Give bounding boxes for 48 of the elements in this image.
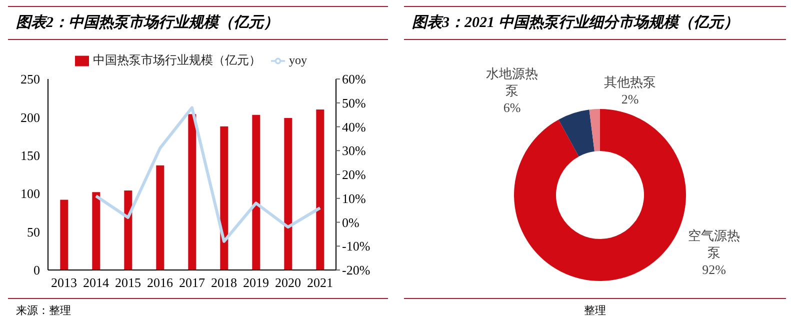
x-tick-label: 2020 <box>275 275 301 290</box>
y2-tick-label: 60% <box>342 72 366 87</box>
y2-tick-label: 30% <box>342 143 366 158</box>
y-tick-label: 0 <box>34 262 40 278</box>
bar <box>60 200 68 270</box>
bar <box>92 192 100 270</box>
y2-tick-label: 50% <box>342 95 366 110</box>
x-tick-label: 2014 <box>83 275 110 290</box>
text: 整理 <box>583 304 607 318</box>
y2-tick-label: 40% <box>342 119 366 134</box>
slice-label: 空气源热泵 <box>688 228 740 260</box>
x-tick-label: 2017 <box>179 275 206 290</box>
y-tick-label: 200 <box>20 110 40 125</box>
y2-tick-label: 0% <box>342 214 360 230</box>
y-tick-label: 250 <box>20 72 40 87</box>
slice-label: 其他热泵 <box>604 74 656 90</box>
legend-label: yoy <box>289 53 307 67</box>
data-label: 92% <box>702 262 726 277</box>
slice-label: 水地源热泵 <box>486 66 538 98</box>
bar <box>124 190 132 270</box>
x-tick-label: 2019 <box>243 275 269 290</box>
y-tick-label: 100 <box>20 186 40 202</box>
x-tick-label: 2018 <box>211 275 237 290</box>
y2-tick-label: 10% <box>342 190 366 206</box>
bar <box>284 118 292 270</box>
y-tick-label: 150 <box>20 148 40 164</box>
line-series <box>94 106 322 243</box>
y-tick-label: 50 <box>27 224 40 240</box>
x-tick-label: 2016 <box>147 275 174 290</box>
bar <box>252 114 260 270</box>
x-tick-label: 2013 <box>51 275 77 290</box>
chart-title: 图表2：中国热泵市场行业规模（亿元） <box>8 6 388 40</box>
y2-tick-label: -20% <box>342 262 370 278</box>
bar <box>220 126 228 270</box>
source-note: 来源：整理 <box>16 304 72 318</box>
bar <box>316 110 324 270</box>
data-label: 2% <box>621 92 639 106</box>
donut-slice <box>558 110 594 156</box>
bar <box>156 165 164 270</box>
x-tick-label: 2021 <box>307 275 333 290</box>
chart-title: 图表3：2021 中国热泵行业细分市场规模（亿元） <box>404 6 786 40</box>
data-label: 6% <box>503 100 521 115</box>
donut-slice <box>589 109 600 152</box>
x-tick-label: 2015 <box>115 275 141 290</box>
bar <box>188 114 196 270</box>
legend-label: 中国热泵市场行业规模（亿元） <box>93 53 261 67</box>
y2-tick-label: -10% <box>342 238 370 254</box>
y2-tick-label: 20% <box>342 167 366 182</box>
